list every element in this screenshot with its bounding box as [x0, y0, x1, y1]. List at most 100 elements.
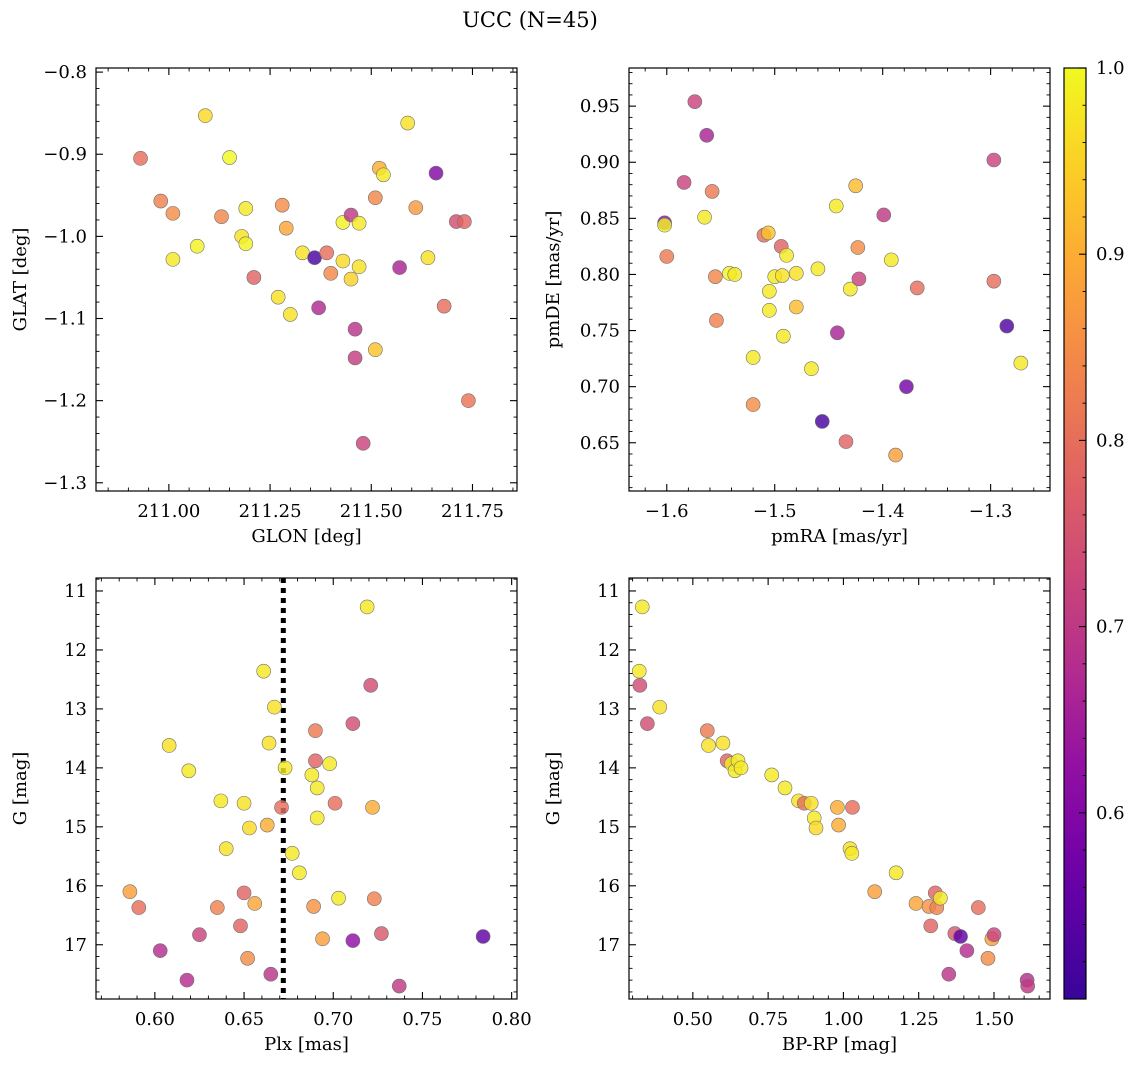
- data-point: [392, 260, 407, 275]
- data-point: [335, 253, 351, 269]
- data-point: [122, 884, 138, 899]
- data-point: [715, 735, 731, 751]
- data-point: [808, 820, 824, 836]
- y-tick-label: 0.75: [580, 321, 620, 342]
- data-point: [277, 760, 293, 776]
- data-point: [779, 248, 794, 263]
- data-point: [845, 800, 860, 815]
- data-point: [274, 197, 290, 213]
- data-point: [263, 966, 279, 982]
- y-tick-label: 11: [64, 581, 87, 602]
- y-tick-label: 12: [64, 640, 87, 661]
- data-point: [331, 890, 346, 906]
- data-point: [308, 723, 323, 739]
- data-point: [888, 447, 903, 463]
- data-point: [697, 209, 712, 225]
- data-point: [986, 273, 1002, 289]
- data-point: [363, 678, 379, 693]
- data-point: [844, 846, 860, 861]
- data-point: [161, 738, 177, 753]
- data-point: [311, 300, 326, 316]
- colorbar-gradient: [1063, 67, 1087, 1000]
- colorbar: 0.6 0.7 0.8 0.9 1.0: [1063, 58, 1125, 1000]
- y-tick-label: 11: [597, 581, 620, 602]
- points: [631, 599, 1036, 994]
- x-tick-label: −1.6: [645, 501, 689, 522]
- data-point: [309, 810, 325, 826]
- data-point: [640, 716, 655, 731]
- colorbar-tick-label: 0.6: [1096, 803, 1125, 824]
- figure-title: UCC (N=45): [462, 8, 598, 32]
- data-point: [933, 890, 948, 906]
- data-point: [214, 209, 229, 224]
- data-point: [436, 298, 452, 314]
- colorbar-tick-label: 0.8: [1096, 430, 1125, 451]
- data-point: [327, 795, 343, 811]
- data-point: [687, 94, 703, 109]
- data-point: [222, 150, 237, 165]
- data-point: [131, 900, 147, 915]
- data-point: [461, 393, 476, 408]
- data-point: [760, 225, 776, 241]
- data-point: [999, 318, 1015, 334]
- y-tick-label: 14: [597, 758, 620, 779]
- data-point: [210, 900, 225, 915]
- data-point: [368, 190, 383, 206]
- data-point: [359, 599, 375, 615]
- x-tick-label: 1.50: [974, 1009, 1014, 1030]
- data-point: [218, 841, 234, 856]
- data-point: [830, 325, 845, 341]
- data-point: [256, 663, 271, 679]
- points: [133, 108, 476, 451]
- data-point: [803, 795, 819, 811]
- data-point: [789, 266, 804, 281]
- data-point: [657, 217, 672, 233]
- data-point: [236, 795, 252, 811]
- data-point: [909, 280, 925, 296]
- y-tick-label: 14: [64, 758, 87, 779]
- data-point: [247, 896, 263, 911]
- data-point: [953, 929, 968, 944]
- data-point: [986, 152, 1002, 168]
- data-point: [246, 270, 262, 285]
- data-point: [842, 281, 858, 297]
- data-point: [319, 245, 335, 261]
- panel-lonlat: 211.00 211.25 211.50 211.75 −1.3 −1.2 −1.1 −1.0…: [10, 62, 518, 547]
- points: [122, 599, 491, 994]
- data-point: [941, 966, 957, 982]
- data-point: [659, 249, 675, 264]
- x-tick-label: 0.80: [492, 1009, 532, 1030]
- data-point: [400, 115, 416, 131]
- data-point: [986, 927, 1002, 943]
- data-point: [368, 342, 383, 358]
- data-point: [278, 220, 294, 236]
- data-point: [980, 951, 996, 966]
- data-point: [308, 753, 323, 769]
- data-point: [745, 397, 761, 412]
- data-point: [727, 267, 743, 282]
- data-point: [884, 252, 899, 268]
- data-point: [704, 184, 720, 199]
- data-point: [1013, 355, 1029, 371]
- x-tick-label: 1.00: [823, 1009, 863, 1030]
- data-point: [804, 361, 819, 377]
- data-point: [831, 817, 846, 833]
- data-point: [777, 780, 793, 796]
- data-point: [776, 328, 791, 344]
- data-point: [971, 900, 986, 915]
- data-point: [899, 379, 914, 394]
- data-point: [179, 972, 195, 988]
- data-point: [376, 167, 391, 183]
- data-point: [259, 817, 275, 833]
- data-point: [347, 321, 363, 337]
- x-tick-label: 211.50: [340, 501, 403, 522]
- y-tick-label: 0.80: [580, 264, 620, 285]
- x-tick-label: 1.25: [899, 1009, 939, 1030]
- data-point: [315, 931, 330, 947]
- y-tick-label: 13: [64, 699, 87, 720]
- y-tick-label: 17: [64, 935, 87, 956]
- data-point: [699, 128, 715, 143]
- data-point: [345, 933, 361, 948]
- y-tick-label: 15: [597, 817, 620, 838]
